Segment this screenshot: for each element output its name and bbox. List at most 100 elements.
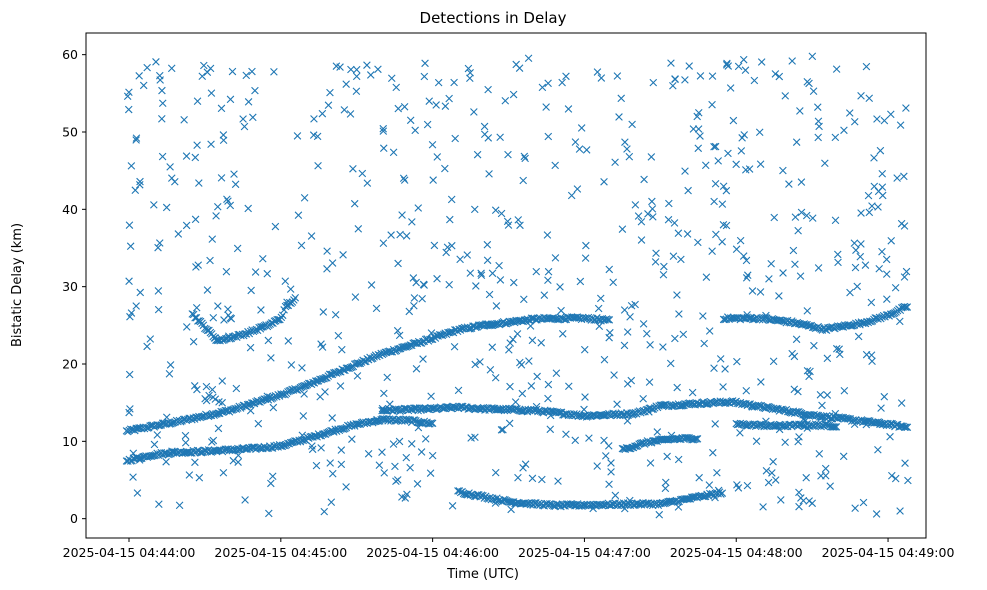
clutter-point <box>485 290 494 299</box>
clutter-point <box>483 256 492 265</box>
clutter-point <box>546 425 555 434</box>
data-point <box>243 400 252 409</box>
clutter-point <box>155 239 164 247</box>
data-point <box>427 419 436 427</box>
clutter-point <box>831 216 840 225</box>
clutter-point <box>872 510 881 518</box>
clutter-point <box>670 219 679 227</box>
data-point <box>291 294 300 302</box>
clutter-point <box>409 274 418 282</box>
clutter-point <box>375 461 384 469</box>
clutter-point <box>694 144 703 153</box>
clutter-point <box>904 476 912 485</box>
clutter-point <box>646 459 655 467</box>
y-axis-label: Bistatic Delay (km) <box>10 223 25 347</box>
clutter-point <box>249 113 257 122</box>
data-point <box>902 303 910 312</box>
clutter-point <box>353 372 362 380</box>
clutter-point <box>893 174 901 182</box>
clutter-point <box>380 389 388 398</box>
clutter-point <box>620 341 629 350</box>
data-point <box>690 435 699 444</box>
data-point <box>311 377 320 385</box>
clutter-point <box>627 376 636 385</box>
clutter-point <box>129 449 138 458</box>
clutter-point <box>655 510 664 519</box>
clutter-point <box>395 437 404 446</box>
clutter-point <box>851 263 860 272</box>
clutter-point <box>815 122 823 131</box>
clutter-point <box>433 153 442 161</box>
clutter-point <box>414 204 423 212</box>
clutter-point <box>331 310 340 319</box>
clutter-point <box>600 355 609 364</box>
clutter-point <box>724 149 732 158</box>
clutter-point <box>319 308 328 316</box>
clutter-point <box>803 366 812 375</box>
clutter-point <box>797 178 806 186</box>
data-point <box>278 390 287 399</box>
clutter-point <box>779 269 787 277</box>
data-point <box>320 430 328 438</box>
chart-title: Detections in Delay <box>420 9 567 27</box>
clutter-point <box>626 313 634 321</box>
clutter-point <box>358 169 367 178</box>
clutter-point <box>596 294 605 303</box>
clutter-point <box>447 195 456 204</box>
clutter-point <box>450 342 459 351</box>
data-point <box>605 316 614 324</box>
data-point <box>364 355 373 364</box>
clutter-point <box>248 67 256 76</box>
clutter-point <box>809 87 818 95</box>
clutter-point <box>477 269 485 278</box>
clutter-point <box>400 102 409 111</box>
clutter-point <box>516 221 524 230</box>
clutter-point <box>719 221 728 229</box>
clutter-point <box>166 361 175 369</box>
clutter-point <box>896 317 904 326</box>
clutter-point <box>491 373 500 382</box>
clutter-point <box>125 370 134 379</box>
clutter-point <box>868 357 876 366</box>
clutter-point <box>155 500 163 508</box>
clutter-point <box>620 504 629 513</box>
clutter-point <box>509 278 518 287</box>
clutter-point <box>297 241 306 250</box>
clutter-point <box>191 458 199 467</box>
clutter-point <box>826 482 834 490</box>
clutter-point <box>565 382 573 391</box>
clutter-point <box>167 64 176 73</box>
clutter-point <box>792 138 801 146</box>
data-point <box>403 416 412 424</box>
clutter-point <box>708 72 717 80</box>
clutter-point <box>480 122 489 131</box>
clutter-point <box>771 476 780 484</box>
data-point <box>196 448 205 457</box>
clutter-point <box>378 404 387 413</box>
clutter-point <box>808 214 817 222</box>
clutter-point <box>696 72 705 80</box>
data-point <box>683 495 692 503</box>
y-tick-label: 0 <box>70 511 78 526</box>
clutter-point <box>651 258 660 266</box>
clutter-point <box>607 459 615 467</box>
plot-frame <box>85 32 927 539</box>
clutter-point <box>189 337 198 346</box>
clutter-point <box>861 261 870 269</box>
data-point <box>554 408 563 417</box>
data-point <box>829 423 838 431</box>
clutter-point <box>575 145 584 153</box>
clutter-point <box>226 95 235 104</box>
clutter-point <box>517 361 526 369</box>
clutter-point <box>195 473 204 482</box>
clutter-point <box>191 215 200 224</box>
clutter-point <box>562 430 570 439</box>
clutter-point <box>158 86 166 95</box>
data-point <box>154 421 163 430</box>
clutter-point <box>263 392 272 401</box>
clutter-point <box>775 292 783 300</box>
clutter-point <box>821 464 830 473</box>
clutter-point <box>398 211 406 219</box>
clutter-point <box>391 462 399 471</box>
clutter-point <box>712 230 720 239</box>
